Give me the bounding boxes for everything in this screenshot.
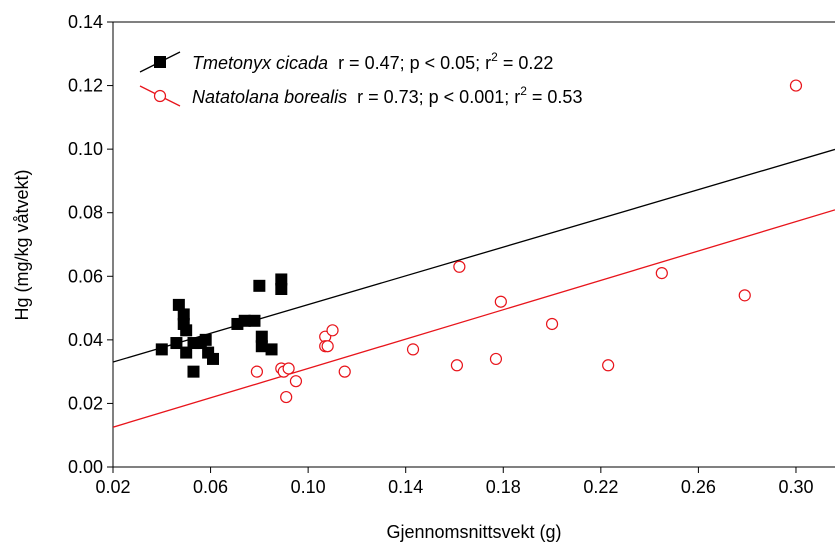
legend-stats: r = 0.47; p < 0.05; r [338,53,491,73]
legend-marker [154,56,166,68]
x-tick-label: 0.26 [681,477,716,497]
y-tick-label: 0.14 [68,12,103,32]
y-tick-label: 0.12 [68,76,103,96]
legend-stats: = 0.22 [498,53,554,73]
y-tick-label: 0.10 [68,139,103,159]
point [789,79,803,92]
point [545,317,559,331]
point [265,343,278,356]
point [180,324,193,337]
point [177,308,190,321]
legend-text: Natatolana borealis r = 0.73; p < 0.001; … [192,84,582,107]
point [450,359,464,372]
point [250,365,264,378]
legend-stats-sup: 2 [491,50,498,64]
legend-marker [153,89,167,103]
point [326,324,339,337]
legend-text: Tmetonyx cicada r = 0.47; p < 0.05; r2 = … [192,50,553,73]
point [248,314,261,327]
x-tick-label: 0.02 [95,477,130,497]
legend-stats-sup: 2 [520,84,527,98]
y-axis-label: Hg (mg/kg våtvekt) [12,169,32,320]
point [494,295,507,308]
y-tick-label: 0.02 [68,393,103,413]
point [280,390,293,404]
x-axis-label: Gjennomsnittsvekt (g) [386,522,561,542]
legend-stats: r = 0.73; p < 0.001; r [357,87,520,107]
point [655,267,668,280]
y-tick-label: 0.00 [68,457,103,477]
x-tick-label: 0.06 [193,477,228,497]
y-tick-label: 0.04 [68,330,103,350]
point [602,359,615,372]
point [489,352,503,366]
point [282,362,295,375]
point [275,283,288,295]
point [275,273,288,286]
y-tick-label: 0.08 [68,203,103,223]
fit-line [113,209,835,428]
point [238,314,251,327]
x-tick-label: 0.18 [486,477,521,497]
point [155,343,168,356]
point [180,346,193,359]
point [255,340,268,353]
point [253,279,266,292]
legend-name: Natatolana borealis [192,87,347,107]
x-tick-label: 0.10 [291,477,326,497]
point [207,352,220,365]
point [172,298,185,311]
x-tick-label: 0.30 [778,477,813,497]
point [289,375,303,388]
point [170,337,183,350]
point [738,289,751,302]
x-tick-label: 0.22 [583,477,618,497]
point [199,333,212,346]
point [255,330,268,343]
point [187,365,200,378]
legend-name: Tmetonyx cicada [192,53,328,73]
legend-stats: = 0.53 [527,87,583,107]
point [453,260,466,273]
point [406,343,420,356]
fit-line [113,148,835,363]
y-tick-label: 0.06 [68,266,103,286]
point [321,340,334,353]
x-tick-label: 0.14 [388,477,423,497]
point [338,365,351,378]
